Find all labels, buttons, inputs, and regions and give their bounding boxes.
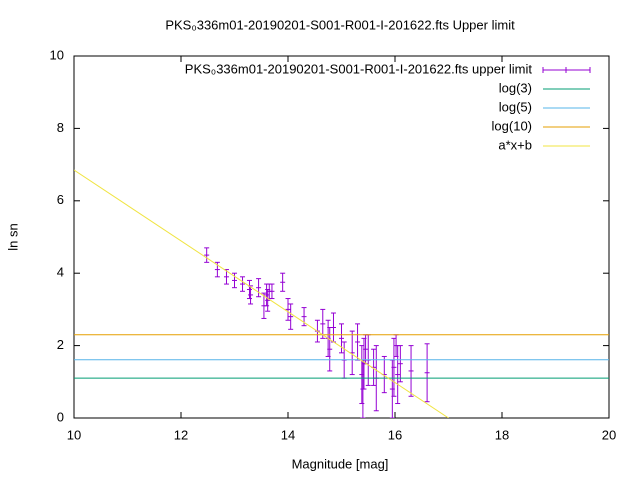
x-tick-label: 18 [495, 427, 509, 442]
x-tick-label: 12 [174, 427, 188, 442]
y-tick-label: 4 [57, 265, 64, 280]
x-tick-label: 20 [602, 427, 616, 442]
error-point [320, 308, 326, 339]
error-point [285, 298, 291, 321]
error-point [424, 343, 430, 403]
legend-label: log(3) [499, 80, 532, 95]
error-point [256, 278, 262, 298]
chart-title: PKS₀336m01-20190201-S001-R001-I-201622.f… [165, 17, 515, 32]
error-point [246, 279, 252, 300]
error-point [269, 283, 275, 300]
error-point [280, 272, 286, 292]
error-point [240, 276, 246, 292]
y-axis-label: ln sn [5, 223, 20, 250]
x-tick-label: 16 [388, 427, 402, 442]
error-point [204, 247, 210, 263]
error-point [264, 283, 270, 307]
y-tick-label: 2 [57, 337, 64, 352]
error-point [408, 345, 414, 397]
error-point [349, 330, 355, 376]
legend-label: log(10) [492, 118, 532, 133]
error-point [232, 272, 237, 289]
error-point [355, 323, 361, 361]
error-point [339, 323, 344, 354]
y-tick-label: 0 [57, 409, 64, 424]
function-line [74, 169, 449, 418]
x-axis-label: Magnitude [mag] [292, 456, 389, 471]
x-tick-label: 14 [281, 427, 295, 442]
x-tick-label: 10 [67, 427, 81, 442]
error-point [288, 303, 294, 330]
error-point [330, 312, 336, 343]
plot-border [73, 55, 610, 419]
y-tick-label: 8 [57, 120, 64, 135]
y-tick-label: 6 [57, 192, 64, 207]
legend-label: log(5) [499, 99, 532, 114]
error-point [397, 345, 403, 383]
y-tick-label: 10 [50, 47, 64, 62]
legend-label: a*x+b [498, 137, 532, 152]
error-point [391, 337, 397, 397]
legend-label: PKS₀336m01-20190201-S001-R001-I-201622.f… [185, 61, 533, 76]
